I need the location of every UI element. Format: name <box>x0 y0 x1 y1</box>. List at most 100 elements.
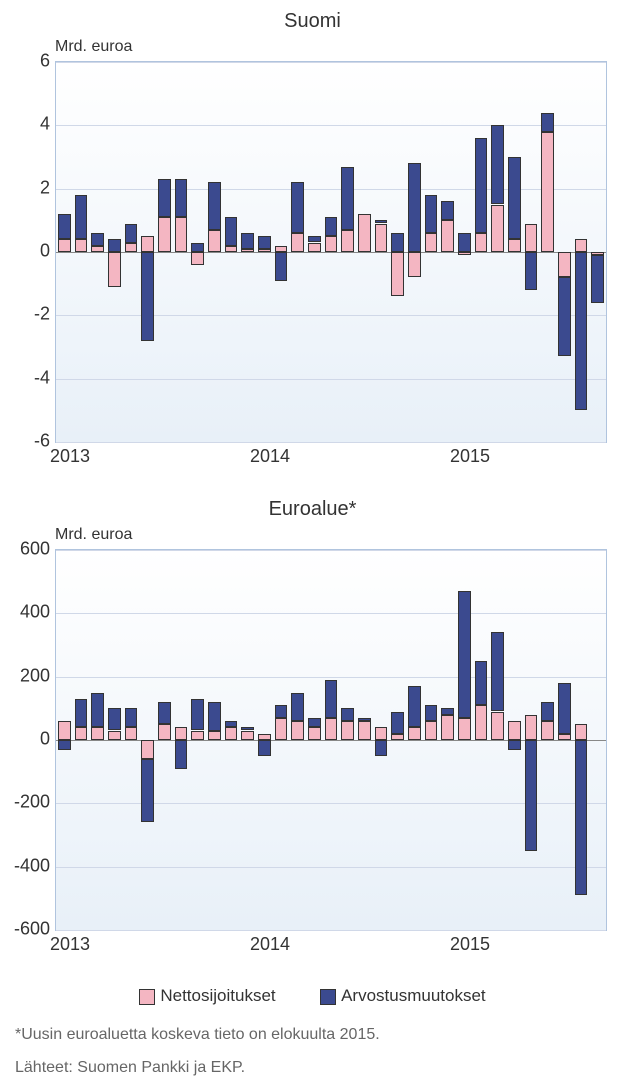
bar-netto <box>441 715 454 740</box>
bar-arvo <box>491 125 504 204</box>
bar-netto <box>91 246 104 252</box>
bar-arvo <box>275 252 288 281</box>
legend-netto: Nettosijoitukset <box>139 986 275 1006</box>
bar-netto <box>158 724 171 740</box>
bar-arvo <box>158 179 171 217</box>
chart2-plot-area <box>55 549 607 931</box>
bar-netto <box>425 233 438 252</box>
chart1-x-ticks: 201320142015 <box>55 443 615 468</box>
bar-netto <box>375 224 388 253</box>
bar-arvo <box>308 236 321 242</box>
bar-netto <box>425 721 438 740</box>
bar-netto <box>241 731 254 741</box>
bar-arvo <box>258 236 271 249</box>
bar-netto <box>408 252 421 277</box>
legend-swatch-arvo <box>320 989 336 1005</box>
bar-netto <box>575 239 588 252</box>
bar-netto <box>558 734 571 740</box>
bar-netto <box>391 252 404 296</box>
bar-arvo <box>541 113 554 132</box>
bar-arvo <box>441 708 454 714</box>
legend-arvo-label: Arvostusmuutokset <box>341 986 486 1005</box>
x-tick-label: 2014 <box>250 446 290 467</box>
bar-netto <box>341 721 354 740</box>
chart1-title: Suomi <box>10 10 615 33</box>
bar-arvo <box>141 759 154 822</box>
y-tick-label: 6 <box>10 51 50 72</box>
bar-netto <box>408 727 421 740</box>
bar-arvo <box>575 740 588 895</box>
x-tick-label: 2015 <box>450 446 490 467</box>
bar-arvo <box>225 217 238 246</box>
bar-arvo <box>58 214 71 239</box>
bar-netto <box>158 217 171 252</box>
bar-arvo <box>425 705 438 721</box>
bar-netto <box>141 740 154 759</box>
bar-arvo <box>325 217 338 236</box>
bar-arvo <box>325 680 338 718</box>
x-tick-label: 2015 <box>450 934 490 955</box>
chart2-title: Euroalue* <box>10 498 615 521</box>
bar-netto <box>541 132 554 252</box>
bar-netto <box>208 731 221 741</box>
bar-arvo <box>158 702 171 724</box>
bar-netto <box>208 230 221 252</box>
bar-arvo <box>441 201 454 220</box>
bar-netto <box>358 721 371 740</box>
bar-arvo <box>458 591 471 718</box>
bar-netto <box>58 721 71 740</box>
bar-arvo <box>541 702 554 721</box>
bar-netto <box>525 224 538 253</box>
bar-netto <box>241 249 254 252</box>
bar-netto <box>75 727 88 740</box>
bar-netto <box>75 239 88 252</box>
y-tick-label: 600 <box>10 539 50 560</box>
footnote-asterisk: *Uusin euroaluetta koskeva tieto on elok… <box>15 1026 615 1044</box>
bar-arvo <box>91 693 104 728</box>
x-tick-label: 2013 <box>50 934 90 955</box>
bar-arvo <box>241 233 254 249</box>
bar-arvo <box>575 252 588 410</box>
bar-arvo <box>375 220 388 223</box>
bar-arvo <box>191 699 204 731</box>
bar-netto <box>375 727 388 740</box>
bar-arvo <box>391 712 404 734</box>
footnote-sources: Lähteet: Suomen Pankki ja EKP. <box>15 1059 615 1077</box>
bar-netto <box>358 214 371 252</box>
bar-arvo <box>458 233 471 252</box>
bar-arvo <box>591 255 604 303</box>
bar-arvo <box>125 708 138 727</box>
bar-arvo <box>75 195 88 239</box>
bar-netto <box>225 246 238 252</box>
bar-netto <box>541 721 554 740</box>
bar-netto <box>141 236 154 252</box>
y-tick-label: -2 <box>10 304 50 325</box>
chart1-plot-area <box>55 61 607 443</box>
bar-netto <box>575 724 588 740</box>
bar-arvo <box>291 693 304 722</box>
bar-arvo <box>75 699 88 728</box>
bar-netto <box>175 727 188 740</box>
y-tick-label: 0 <box>10 729 50 750</box>
bar-netto <box>391 734 404 740</box>
bar-arvo <box>191 243 204 253</box>
bar-netto <box>108 731 121 741</box>
bar-netto <box>341 230 354 252</box>
bar-arvo <box>358 718 371 721</box>
y-tick-label: -400 <box>10 855 50 876</box>
y-tick-label: 0 <box>10 241 50 262</box>
bar-netto <box>458 252 471 255</box>
bar-netto <box>125 243 138 253</box>
bar-arvo <box>508 740 521 750</box>
bar-netto <box>475 705 488 740</box>
bar-netto <box>475 233 488 252</box>
bar-arvo <box>391 233 404 252</box>
bar-netto <box>58 239 71 252</box>
bar-netto <box>458 718 471 740</box>
bar-netto <box>258 249 271 252</box>
y-tick-label: -600 <box>10 919 50 940</box>
bar-netto <box>525 715 538 740</box>
bar-arvo <box>291 182 304 233</box>
bar-arvo <box>525 740 538 851</box>
bar-arvo <box>558 277 571 356</box>
